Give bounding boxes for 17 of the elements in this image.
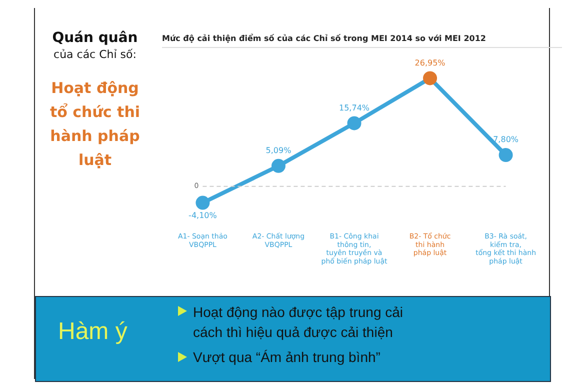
data-label: -4,10% — [188, 210, 218, 220]
point — [347, 116, 362, 130]
text: Hoạt động nào được tập trung cải cách thì hiệu quả được cải thiện — [193, 303, 404, 342]
text: Hàm ý — [58, 318, 128, 346]
point — [498, 148, 513, 162]
text: Quán quân — [51, 30, 139, 46]
text: của các Chỉ số: — [52, 48, 138, 61]
point — [196, 196, 210, 210]
data-label: 5,09% — [266, 146, 292, 156]
point — [271, 158, 286, 173]
text: Hoạt động tổ chức thi hành pháp luật — [48, 78, 142, 171]
point — [423, 71, 438, 86]
chart-title: Mức độ cải thiện điểm số của các Chỉ số trong MEI 2014 so với MEI 2012 — [162, 34, 562, 48]
data-label: 26,95% — [414, 58, 446, 68]
text: Vượt qua “Ám ảnh trung bình” — [193, 349, 382, 365]
data-label: 15,74% — [338, 103, 370, 112]
data-label: 7,80% — [493, 135, 519, 144]
